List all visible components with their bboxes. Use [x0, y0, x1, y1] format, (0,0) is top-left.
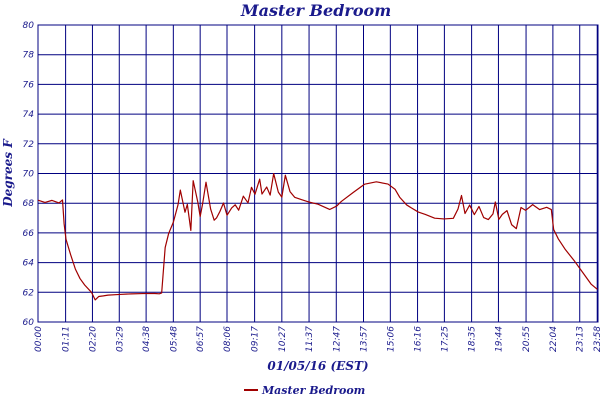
x-tick-label: 01:11 — [62, 326, 72, 352]
grid-lines — [37, 24, 598, 323]
x-tick-label: 13:57 — [360, 326, 370, 352]
y-tick-label: 72 — [23, 140, 35, 150]
x-tick-label: 08:06 — [223, 326, 233, 352]
x-tick-label: 06:57 — [196, 326, 206, 352]
y-tick-label: 70 — [23, 170, 35, 180]
y-tick-label: 62 — [23, 288, 35, 298]
y-tick-label: 74 — [23, 110, 35, 120]
x-axis-ticks: 00:00 01:11 02:20 03:29 04:38 05:48 06:57 08:06… — [34, 326, 600, 352]
x-tick-label: 10:27 — [278, 326, 288, 352]
y-tick-label: 76 — [23, 80, 35, 90]
y-tick-label: 78 — [23, 51, 35, 61]
legend: Master Bedroom — [244, 384, 365, 397]
legend-label: Master Bedroom — [261, 384, 365, 397]
y-axis-label: Degrees F — [1, 138, 15, 208]
x-tick-label: 16:16 — [414, 326, 424, 352]
x-tick-label: 23:13 — [576, 326, 586, 352]
x-tick-label: 11:37 — [305, 326, 315, 352]
x-tick-label: 05:48 — [169, 326, 179, 352]
y-tick-label: 68 — [23, 199, 35, 209]
x-tick-label: 09:17 — [251, 326, 261, 352]
series-group — [37, 172, 598, 301]
x-tick-label: 12:47 — [332, 326, 342, 352]
x-tick-label: 20:55 — [522, 326, 532, 352]
y-tick-label: 80 — [23, 21, 35, 31]
chart-title: Master Bedroom — [240, 1, 391, 20]
x-tick-label: 15:06 — [386, 326, 396, 352]
y-axis-ticks: 60 62 64 66 68 70 72 74 76 78 80 — [23, 21, 35, 328]
x-tick-label: 23:58 — [593, 326, 600, 352]
x-tick-label: 22:04 — [549, 326, 559, 352]
x-tick-label: 02:20 — [88, 326, 98, 352]
x-tick-label: 17:25 — [440, 326, 450, 352]
x-axis-label: 01/05/16 (EST) — [267, 359, 368, 373]
y-tick-label: 66 — [23, 229, 35, 239]
x-tick-label: 19:44 — [494, 326, 504, 352]
y-tick-label: 60 — [23, 318, 35, 328]
series-line-master-bedroom — [37, 172, 598, 301]
x-tick-label: 04:38 — [142, 326, 152, 352]
y-tick-label: 64 — [23, 259, 35, 269]
x-tick-label: 00:00 — [34, 326, 44, 352]
x-tick-label: 18:35 — [468, 326, 478, 352]
x-tick-label: 03:29 — [115, 326, 125, 352]
